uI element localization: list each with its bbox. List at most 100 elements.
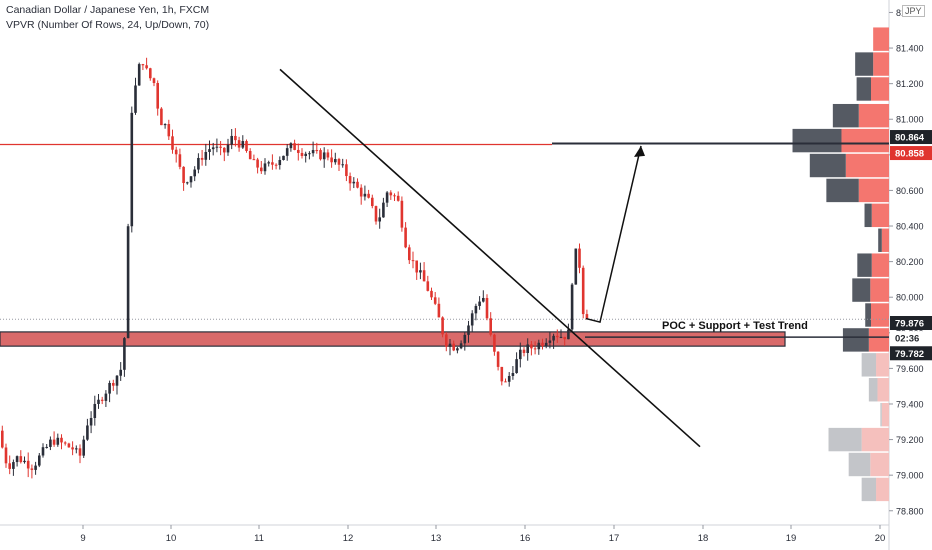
candle-body xyxy=(141,64,145,66)
candle-body xyxy=(456,348,459,351)
price-tick-label: 80.400 xyxy=(896,222,924,232)
candle-body xyxy=(174,149,178,155)
candle-body xyxy=(359,187,363,197)
candle-body xyxy=(134,85,137,113)
candle-body xyxy=(63,442,67,444)
time-tick-label: 18 xyxy=(698,533,709,544)
candle-body xyxy=(371,197,374,207)
candle-body xyxy=(552,335,555,341)
volume-profile-down-bar xyxy=(881,228,889,252)
candle-body xyxy=(319,150,322,160)
candle-body xyxy=(300,152,304,156)
candle-body xyxy=(382,202,385,218)
candle-body xyxy=(71,447,74,450)
candle-body xyxy=(563,336,566,340)
down-trendline xyxy=(279,68,701,448)
candle-body xyxy=(526,344,529,353)
candle-body xyxy=(478,301,481,306)
volume-profile-down-bar xyxy=(861,427,889,452)
candle-body xyxy=(189,176,193,183)
candle-body xyxy=(67,443,71,448)
candle-body xyxy=(152,78,156,84)
candle-body xyxy=(297,149,300,153)
price-tick-label: 80.200 xyxy=(896,257,924,267)
candle-body xyxy=(256,159,259,168)
poc-support-zone xyxy=(0,331,786,347)
candle-body xyxy=(34,465,37,470)
price-tick-label: 80.600 xyxy=(896,186,924,196)
current-price-badge: 79.876 xyxy=(895,319,924,330)
candle-body xyxy=(411,260,415,262)
candle-body xyxy=(404,227,407,248)
candle-body xyxy=(45,446,48,448)
projection-arrow xyxy=(585,145,642,324)
time-tick-label: 19 xyxy=(786,533,797,544)
candle-body xyxy=(38,455,41,466)
volume-profile-down-bar xyxy=(858,103,889,128)
candle-body xyxy=(504,381,507,383)
candle-body xyxy=(160,108,163,126)
candle-body xyxy=(49,439,52,447)
candle-body xyxy=(82,439,85,456)
current-price-badge-bg xyxy=(890,316,932,331)
candle-body xyxy=(104,393,108,401)
candle-body xyxy=(193,169,196,177)
candle-body xyxy=(19,456,23,463)
indicator-label: VPVR (Number Of Rows, 24, Up/Down, 70) xyxy=(6,19,210,31)
candle-body xyxy=(452,343,455,351)
candle-body xyxy=(378,217,381,222)
candle-body xyxy=(400,200,404,228)
red-line-price-badge-bg xyxy=(890,146,932,161)
price-tick-label: 79.000 xyxy=(896,471,924,481)
time-tick-label: 20 xyxy=(875,533,886,544)
candle-body xyxy=(363,193,367,197)
currency-label: JPY xyxy=(902,5,925,17)
volume-profile-up-bar xyxy=(864,203,872,228)
candle-body xyxy=(326,152,330,158)
candle-body xyxy=(119,369,122,376)
volume-profile-up-bar xyxy=(861,353,877,377)
candle-body xyxy=(482,297,485,302)
candle-body xyxy=(60,437,63,443)
candle-body xyxy=(315,150,319,152)
volume-profile-down-bar xyxy=(871,203,889,228)
candle-body xyxy=(23,460,26,463)
candle-body xyxy=(200,157,204,160)
candle-body xyxy=(145,65,148,69)
candle-body xyxy=(448,343,452,347)
candle-body xyxy=(570,284,574,330)
candle-body xyxy=(445,334,448,347)
candle-body xyxy=(496,351,500,367)
candle-body xyxy=(123,338,126,370)
price-tick-label: 78.800 xyxy=(896,506,924,516)
volume-profile-up-bar xyxy=(852,278,871,302)
candle-body xyxy=(430,290,433,298)
candle-body xyxy=(334,159,337,163)
candle-body xyxy=(533,348,537,350)
poc-price-badge: 79.782 xyxy=(895,349,924,360)
volume-profile-up-bar xyxy=(865,303,871,327)
candle-body xyxy=(237,140,241,148)
candle-body xyxy=(263,163,267,172)
volume-profile-down-bar xyxy=(845,153,889,178)
candle-body xyxy=(578,248,581,268)
candle-body xyxy=(8,463,11,469)
volume-profile-down-bar xyxy=(871,303,889,327)
candle-body xyxy=(41,447,45,456)
candle-body xyxy=(511,373,515,376)
candle-body xyxy=(585,314,589,320)
candle-body xyxy=(56,437,60,445)
price-tick-label: 79.600 xyxy=(896,364,924,374)
candle-body xyxy=(30,468,34,470)
volume-profile-down-bar xyxy=(858,178,889,203)
candle-body xyxy=(459,343,463,349)
candle-body xyxy=(574,248,578,285)
candle-body xyxy=(433,297,437,304)
time-tick-label: 10 xyxy=(166,533,177,544)
volume-profile-up-bar xyxy=(809,153,846,178)
candle-body xyxy=(337,159,341,165)
candle-body xyxy=(507,375,511,382)
candle-body xyxy=(393,195,396,197)
candle-body xyxy=(4,447,8,464)
